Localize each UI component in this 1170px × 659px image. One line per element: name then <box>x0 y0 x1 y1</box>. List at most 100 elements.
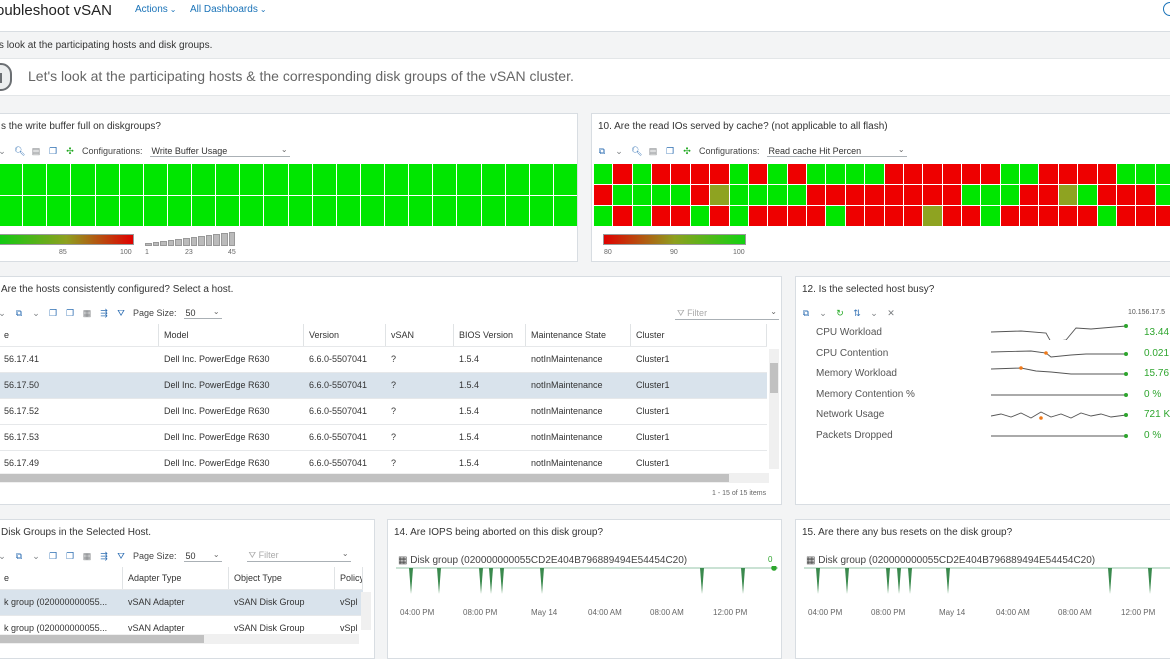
chart-icon[interactable]: ▦ <box>82 308 92 318</box>
chevron-down-icon[interactable]: ⌄ <box>32 551 40 561</box>
heatmap-tile[interactable] <box>1136 164 1155 184</box>
heatmap-tile[interactable] <box>71 164 95 195</box>
heatmap-tile[interactable] <box>1078 164 1097 184</box>
heatmap-tile[interactable] <box>505 195 529 226</box>
heatmap-tile[interactable] <box>826 206 845 226</box>
heatmap-tile[interactable] <box>47 195 71 226</box>
heatmap-tile[interactable] <box>594 164 613 184</box>
heatmap-tile[interactable] <box>23 195 47 226</box>
heatmap-tile[interactable] <box>865 164 884 184</box>
heatmap-tile[interactable] <box>47 164 71 195</box>
heatmap-tile[interactable] <box>1020 185 1039 205</box>
page-size-select[interactable]: 50 ⌄ <box>183 307 222 319</box>
heatmap-tile[interactable] <box>845 206 865 226</box>
heatmap-tile[interactable] <box>360 164 384 195</box>
all-dashboards-menu[interactable]: All Dashboards ⌄ <box>190 4 267 15</box>
heatmap-tile[interactable] <box>481 195 505 226</box>
heatmap-tile[interactable] <box>845 164 865 184</box>
copy-icon[interactable]: ❐ <box>48 308 58 318</box>
copy-icon[interactable]: ❐ <box>48 551 58 561</box>
chart-icon[interactable]: ▦ <box>82 551 92 561</box>
chevron-down-icon[interactable]: ⌄ <box>819 308 827 318</box>
heatmap-tile[interactable] <box>884 185 903 205</box>
heatmap-tile[interactable] <box>1039 164 1058 184</box>
column-icon[interactable]: ⇶ <box>100 551 108 561</box>
refresh-icon[interactable]: ↻ <box>836 308 844 318</box>
table-row[interactable]: k group (020000000055... vSAN Adapter vSAN… <box>0 615 363 641</box>
heatmap-tile[interactable] <box>1058 164 1078 184</box>
horizontal-scrollbar[interactable] <box>0 473 769 483</box>
heatmap-tile[interactable] <box>710 206 729 226</box>
heatmap-tile[interactable] <box>768 164 787 184</box>
heatmap-tile[interactable] <box>481 164 505 195</box>
heatmap-tile[interactable] <box>981 164 1000 184</box>
heatmap-tile[interactable] <box>1097 164 1116 184</box>
filter-input[interactable]: ⛛ Filter ⌄ <box>246 549 351 562</box>
heatmap-tile[interactable] <box>807 164 826 184</box>
heatmap-tile[interactable] <box>690 185 710 205</box>
chevron-down-icon[interactable]: ⌄ <box>0 308 6 318</box>
table-row[interactable]: k group (020000000055... vSAN Adapter vSAN… <box>0 589 363 615</box>
column-icon[interactable]: ⇶ <box>100 308 108 318</box>
scroll-thumb[interactable] <box>0 635 204 643</box>
heatmap-tile[interactable] <box>1039 185 1058 205</box>
column-header[interactable]: Version <box>304 324 386 346</box>
help-icon[interactable] <box>1163 2 1170 16</box>
column-header[interactable]: Adapter Type <box>123 567 229 589</box>
column-header[interactable]: Model <box>159 324 304 346</box>
heatmap-tile[interactable] <box>1039 206 1058 226</box>
export-icon[interactable]: ▤ <box>648 146 658 156</box>
heatmap-tile[interactable] <box>1020 206 1039 226</box>
actions-menu[interactable]: Actions ⌄ <box>135 4 177 15</box>
heatmap-tile[interactable] <box>865 206 884 226</box>
heatmap-tile[interactable] <box>553 195 577 226</box>
heatmap-tile[interactable] <box>529 164 553 195</box>
heatmap-tile[interactable] <box>748 206 768 226</box>
heatmap-tile[interactable] <box>216 195 240 226</box>
column-header[interactable]: vSAN <box>386 324 454 346</box>
heatmap-tile[interactable] <box>710 164 729 184</box>
filter-icon[interactable]: ⛛ <box>117 551 125 561</box>
heatmap-tile[interactable] <box>143 164 167 195</box>
table-row[interactable]: 56.17.49 Dell Inc. PowerEdge R630 6.6.0-55… <box>0 450 767 476</box>
heatmap-tile[interactable] <box>729 206 748 226</box>
heatmap-tile[interactable] <box>409 195 433 226</box>
heatmap-tile[interactable] <box>923 185 942 205</box>
heatmap-tile[interactable] <box>1116 164 1136 184</box>
heatmap-tile[interactable] <box>1000 185 1020 205</box>
filter-icon[interactable]: ⛛ <box>117 308 125 318</box>
heatmap-tile[interactable] <box>981 185 1000 205</box>
copy-icon[interactable]: ❐ <box>48 146 58 156</box>
column-header[interactable]: Policy <box>335 567 363 589</box>
heatmap-tile[interactable] <box>95 164 119 195</box>
scroll-thumb[interactable] <box>0 474 729 482</box>
heatmap-tile[interactable] <box>216 164 240 195</box>
heatmap-tile[interactable] <box>1097 206 1116 226</box>
heatmap-tile[interactable] <box>690 206 710 226</box>
heatmap-tile[interactable] <box>807 185 826 205</box>
heatmap-tile[interactable] <box>336 164 360 195</box>
heatmap-tile[interactable] <box>1058 185 1078 205</box>
heatmap-tile[interactable] <box>748 185 768 205</box>
heatmap-tile[interactable] <box>1136 206 1155 226</box>
heatmap-tile[interactable] <box>409 164 433 195</box>
heatmap-tile[interactable] <box>264 195 288 226</box>
heatmap-tile[interactable] <box>167 195 191 226</box>
heatmap-tile[interactable] <box>1155 164 1170 184</box>
heatmap-tile[interactable] <box>690 164 710 184</box>
heatmap-tile[interactable] <box>192 195 216 226</box>
heatmap-tile[interactable] <box>923 164 942 184</box>
search-icon[interactable]: 🔍︎ <box>14 146 26 156</box>
heatmap-tile[interactable] <box>1116 206 1136 226</box>
heatmap-tile[interactable] <box>961 185 981 205</box>
heatmap-tile[interactable] <box>961 206 981 226</box>
heatmap-tile[interactable] <box>632 164 652 184</box>
heatmap-tile[interactable] <box>1097 185 1116 205</box>
heatmap-tile[interactable] <box>710 185 729 205</box>
heatmap-tile[interactable] <box>192 164 216 195</box>
heatmap-tile[interactable] <box>505 164 529 195</box>
heatmap-tile[interactable] <box>845 185 865 205</box>
heatmap-tile[interactable] <box>652 164 671 184</box>
heatmap-tile[interactable] <box>748 164 768 184</box>
heatmap-tile[interactable] <box>433 195 457 226</box>
